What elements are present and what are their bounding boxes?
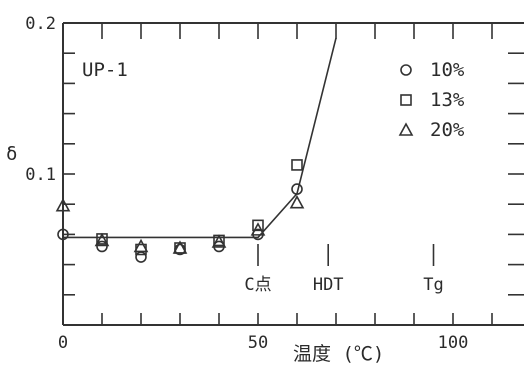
- data-point-triangle: [172, 240, 188, 254]
- annotation-label: C点: [244, 275, 271, 295]
- y-tick-label: 0.2: [25, 14, 56, 34]
- legend-label: 13%: [430, 89, 465, 111]
- data-point-triangle: [289, 195, 305, 209]
- tick-marks: [63, 23, 524, 325]
- legend-label: 10%: [430, 59, 465, 81]
- tick-labels: 0 50 100 0.1 0.2: [25, 14, 468, 353]
- y-tick-label: 0.1: [25, 165, 56, 185]
- data-point-triangle: [250, 222, 266, 236]
- y-axis-title: δ: [6, 143, 17, 165]
- data-points: [55, 159, 305, 263]
- data-point-circle: [96, 240, 108, 253]
- data-point-circle: [291, 183, 303, 195]
- x-tick-label: 100: [438, 333, 469, 353]
- legend-label: 20%: [430, 119, 465, 141]
- x-tick-label: 50: [248, 333, 268, 353]
- legend-marker-triangle: [398, 122, 414, 136]
- data-point-square: [252, 219, 264, 232]
- data-point-triangle: [94, 232, 110, 247]
- x-tick-label: 0: [58, 333, 68, 353]
- legend-marker-square: [400, 94, 412, 106]
- trend-line: [63, 37, 337, 239]
- annotation-label: Tg: [423, 275, 443, 295]
- data-point-square: [291, 159, 303, 171]
- data-point-triangle: [133, 238, 149, 253]
- annotation-label: HDT: [313, 275, 344, 295]
- legend: 10% 13% 20%: [398, 59, 465, 141]
- x-axis-title: 温度 (℃): [293, 343, 384, 365]
- data-point-circle: [135, 251, 147, 263]
- data-point-triangle: [211, 234, 227, 248]
- data-point-circle: [57, 228, 69, 241]
- data-point-triangle: [55, 198, 71, 212]
- panel-label: UP-1: [82, 59, 128, 81]
- legend-marker-circle: [400, 64, 412, 76]
- annotations: C点 HDT Tg: [244, 244, 444, 295]
